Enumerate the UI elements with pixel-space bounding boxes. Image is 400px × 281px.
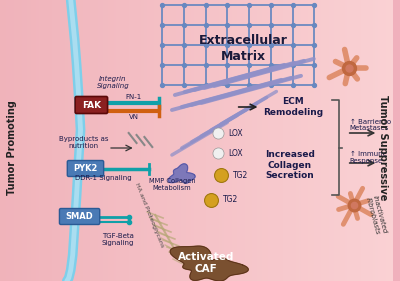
Text: ↑ Immune
Response: ↑ Immune Response: [350, 151, 387, 164]
FancyBboxPatch shape: [75, 96, 108, 114]
Text: FN-1: FN-1: [126, 94, 142, 100]
Text: LOX: LOX: [228, 148, 242, 157]
Text: TG2: TG2: [223, 196, 238, 205]
Polygon shape: [170, 246, 248, 281]
Text: TGF-Beta
Signaling: TGF-Beta Signaling: [102, 234, 134, 246]
Polygon shape: [168, 164, 195, 183]
Text: SMAD: SMAD: [66, 212, 94, 221]
FancyBboxPatch shape: [60, 209, 100, 225]
Text: PYK2: PYK2: [73, 164, 98, 173]
Text: Tumor Promoting: Tumor Promoting: [7, 101, 17, 196]
Text: Increased
Collagen
Secretion: Increased Collagen Secretion: [265, 150, 315, 180]
Text: FAK: FAK: [82, 101, 101, 110]
Text: TG2: TG2: [233, 171, 248, 180]
Text: Extracellular
Matrix: Extracellular Matrix: [199, 33, 288, 62]
FancyBboxPatch shape: [67, 160, 104, 176]
Text: DDR-1 Signaling: DDR-1 Signaling: [75, 175, 132, 181]
Text: Activated
CAF: Activated CAF: [178, 252, 234, 274]
Text: ECM
Remodeling: ECM Remodeling: [263, 97, 323, 117]
Text: Inactivated
Fibroblasts: Inactivated Fibroblasts: [365, 194, 388, 236]
Text: Integrin
Signaling: Integrin Signaling: [97, 75, 129, 89]
Text: Byproducts as
nutrition: Byproducts as nutrition: [59, 137, 108, 149]
Text: ↑ Barrier to
Metastases: ↑ Barrier to Metastases: [350, 119, 391, 132]
Text: HA and Proteoglycans: HA and Proteoglycans: [134, 182, 164, 248]
Text: VN: VN: [129, 114, 139, 120]
Text: MMP Collagen
Metabolism: MMP Collagen Metabolism: [149, 178, 195, 191]
Text: LOX: LOX: [228, 128, 242, 137]
Text: Tumor Suppressive: Tumor Suppressive: [378, 95, 388, 201]
